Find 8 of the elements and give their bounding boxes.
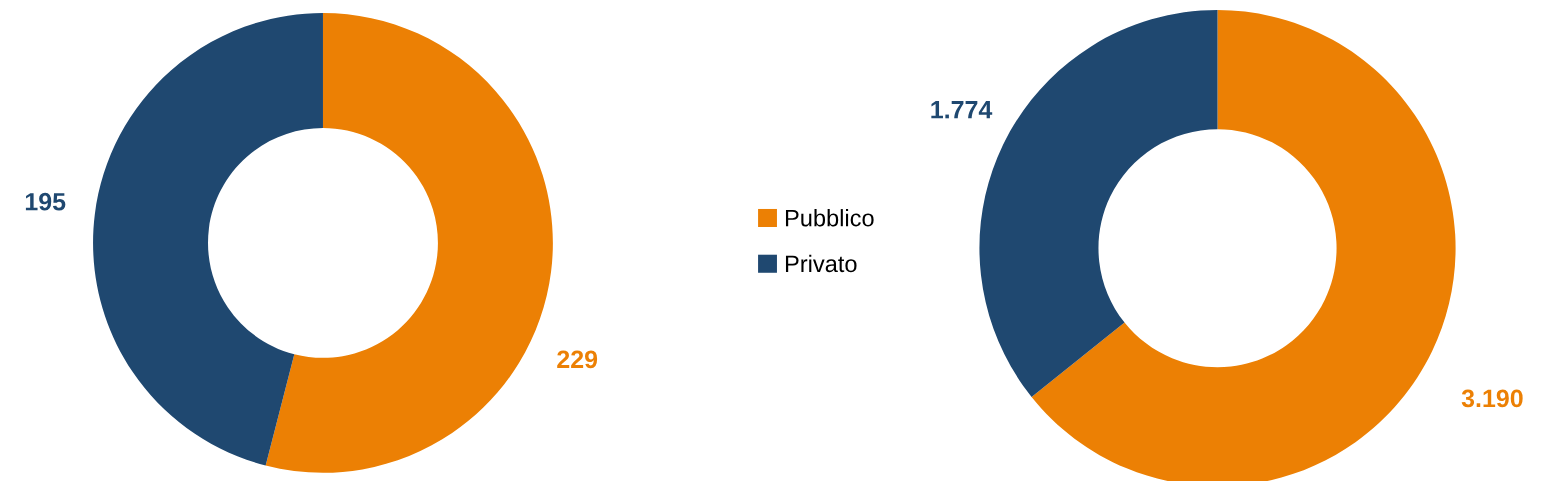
data-label: 3.190	[1461, 389, 1523, 408]
data-label: 195	[25, 192, 66, 211]
donut-slice	[265, 12, 553, 473]
legend-label: Privato	[785, 254, 857, 273]
data-label: 229	[557, 350, 598, 369]
data-label: 1.774	[931, 101, 993, 119]
donut-slice	[93, 12, 323, 466]
legend-label: Pubblico	[785, 209, 874, 227]
